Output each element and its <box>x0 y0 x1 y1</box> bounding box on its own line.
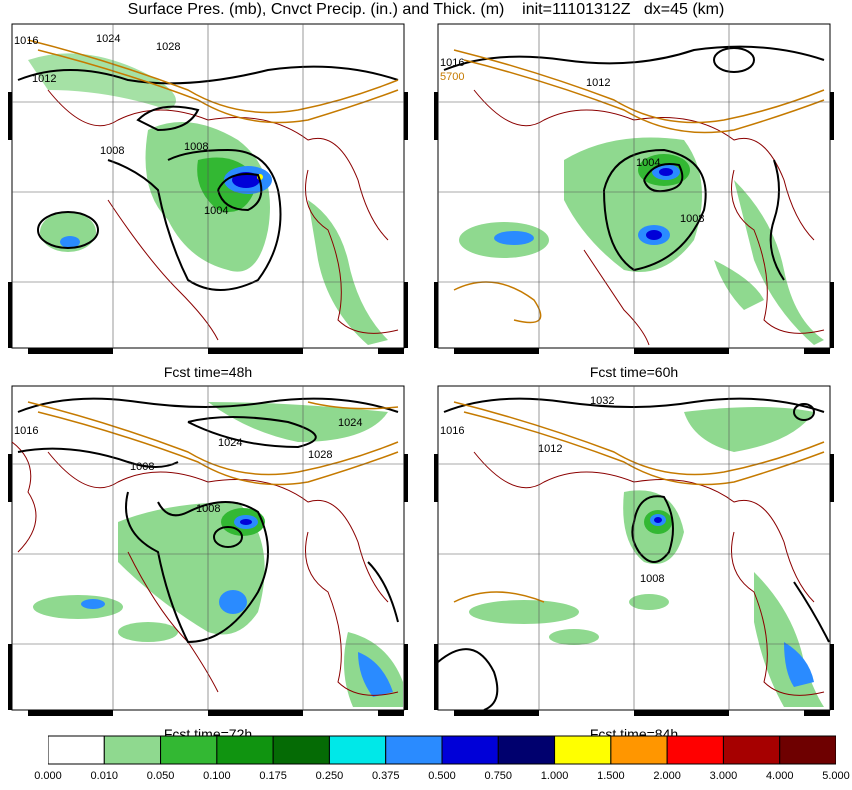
borders <box>473 89 825 346</box>
colorbar-tick-labels: 0.000 0.010 0.050 0.100 0.175 0.250 0.375 0.500… <box>34 770 850 786</box>
contour-label: 1004 <box>636 157 660 169</box>
contour-label: 1024 <box>218 437 242 449</box>
colorbar-swatch <box>328 735 387 765</box>
colorbar-swatch <box>160 735 218 765</box>
colorbar-tick-label: 0.500 <box>428 770 456 782</box>
isobars <box>17 65 399 291</box>
contour-label: 1008 <box>130 461 154 473</box>
gridlines <box>12 24 404 348</box>
contour-label: 1016 <box>440 57 464 69</box>
map-plot-3: 1016 1024 1028 1024 1008 1008 <box>8 385 408 716</box>
map-plot-4: 1016 1032 1012 1008 <box>434 385 834 716</box>
colorbar-tick-label: 0.100 <box>203 770 231 782</box>
colorbar-swatch <box>441 735 499 765</box>
colorbar-tick-label: 3.000 <box>709 770 738 782</box>
forecast-time-label: Fcst time=48h <box>163 364 253 380</box>
map-panel-1: 1016 1024 1028 1012 1008 1008 1004 <box>8 20 408 354</box>
colorbar-tick-label: 0.000 <box>34 770 62 782</box>
colorbar-swatch <box>497 735 556 765</box>
contour-labels: 1016 1032 1012 1008 <box>440 395 664 585</box>
colorbar-swatch <box>216 735 274 765</box>
colorbar-swatch <box>385 735 443 765</box>
thickness-lines <box>453 49 825 324</box>
contour-label: 1016 <box>14 425 38 437</box>
contour-label: 1004 <box>204 205 228 217</box>
colorbar-tick-label: 0.375 <box>371 770 400 782</box>
frame-ticks <box>434 92 834 354</box>
isobars <box>437 397 830 711</box>
contour-label: 1024 <box>338 417 362 429</box>
colorbar-tick-label: 5.000 <box>822 770 850 782</box>
frame-ticks <box>434 454 834 716</box>
borders <box>473 451 825 696</box>
map-plot-1: 1016 1024 1028 1012 1008 1008 1004 <box>8 23 408 354</box>
colorbar-tick-label: 0.050 <box>146 770 175 782</box>
contour-labels: 1016 1024 1028 1012 1008 1008 1004 <box>14 33 228 217</box>
contour-label: 1008 <box>640 573 664 585</box>
contour-label: 1032 <box>590 395 614 407</box>
borders <box>47 89 399 341</box>
contour-label: 1012 <box>32 73 56 85</box>
contour-label: 1016 <box>14 35 38 47</box>
contour-label: 1008 <box>196 503 220 515</box>
contour-label: 1028 <box>308 449 332 461</box>
contour-label: 1008 <box>184 141 208 153</box>
colorbar-tick-label: 4.000 <box>765 770 794 782</box>
contour-label: 1008 <box>100 145 124 157</box>
figure-title: Surface Pres. (mb), Cnvct Precip. (in.) … <box>127 1 725 18</box>
colorbar-swatch <box>666 735 724 765</box>
colorbar-swatch <box>48 735 105 765</box>
contour-label: 1008 <box>680 213 704 225</box>
frame-ticks <box>8 92 408 354</box>
colorbar-tick-label: 1.000 <box>540 770 569 782</box>
thickness-lines <box>27 39 399 124</box>
contour-label: 5700 <box>440 71 464 83</box>
colorbar-tick-label: 0.175 <box>259 770 287 782</box>
frame-ticks <box>8 454 408 716</box>
colorbar-tick-label: 2.000 <box>653 770 681 782</box>
colorbar-swatch <box>722 735 781 765</box>
contour-labels: 1016 1024 1028 1024 1008 1008 <box>14 417 362 515</box>
contour-label: 1012 <box>586 77 610 89</box>
precip-areas <box>33 402 403 707</box>
contour-label: 1024 <box>96 33 120 45</box>
contour-labels: 1016 5700 1012 1004 1008 <box>440 57 704 225</box>
forecast-time-label: Fcst time=60h <box>589 364 679 380</box>
colorbar-tick-label: 0.250 <box>315 770 344 782</box>
contour-label: 1016 <box>440 425 464 437</box>
colorbar-swatch <box>272 735 330 765</box>
colorbar-tick-label: 0.010 <box>90 770 119 782</box>
map-plot-2: 1016 5700 1012 1004 1008 <box>434 23 834 354</box>
isobars <box>17 397 399 644</box>
map-panel-2: 1016 5700 1012 1004 1008 <box>434 20 834 354</box>
gridlines <box>12 386 404 710</box>
colorbar-swatch <box>779 735 836 765</box>
gridlines <box>438 24 830 348</box>
precip-colorbar <box>48 735 836 765</box>
map-panel-4: 1016 1032 1012 1008 <box>434 382 834 716</box>
thickness-lines <box>27 401 399 486</box>
gridlines <box>438 386 830 710</box>
colorbar-tick-label: 1.500 <box>597 770 625 782</box>
thickness-lines <box>453 401 825 603</box>
precip-areas <box>459 137 824 345</box>
colorbar-swatch <box>103 735 162 765</box>
colorbar-swatch <box>554 735 612 765</box>
colorbar-tick-label: 0.750 <box>484 770 513 782</box>
contour-label: 1028 <box>156 41 180 53</box>
colorbar-swatch <box>610 735 668 765</box>
isobars <box>443 45 825 281</box>
contour-label: 1012 <box>538 443 562 455</box>
borders <box>11 441 399 696</box>
map-panel-3: 1016 1024 1028 1024 1008 1008 <box>8 382 408 716</box>
colorbar-swatches <box>48 735 836 765</box>
